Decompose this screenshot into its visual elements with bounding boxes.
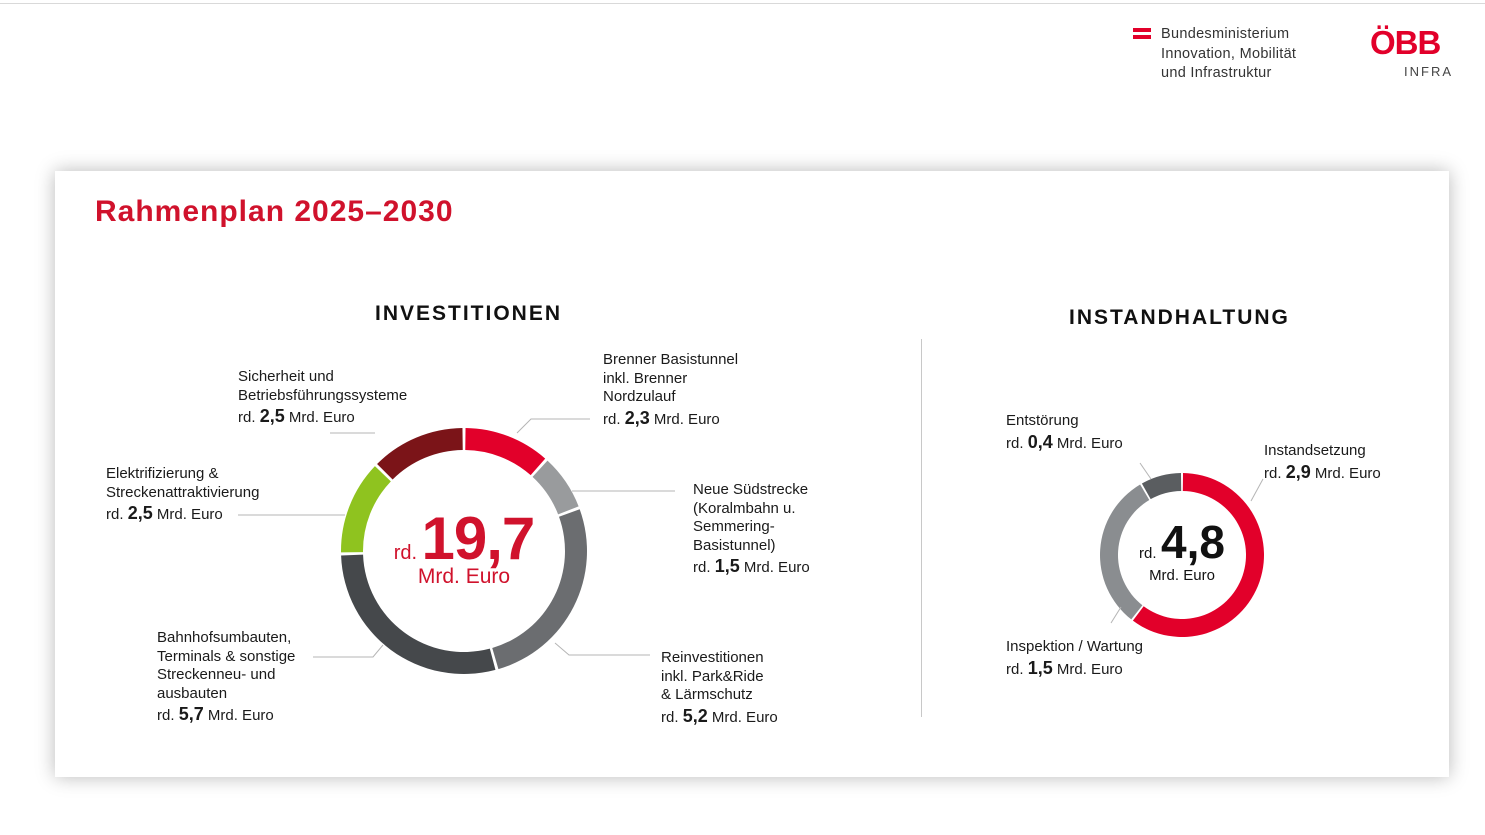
label-elektrifizierung: Elektrifizierung & Streckenattraktivieru… — [106, 465, 260, 523]
investitionen-slice-0 — [465, 428, 546, 476]
obb-logo-word: ÖBB — [1370, 24, 1441, 61]
leader-brenner — [516, 418, 590, 434]
label-entstoerung: Entstörung rd. 0,4 Mrd. Euro — [1006, 412, 1123, 452]
top-rule — [0, 3, 1485, 4]
label-bahnhofsumbauten: Bahnhofsumbauten, Terminals & sonstige S… — [157, 629, 296, 724]
label-inspektion: Inspektion / Wartung rd. 1,5 Mrd. Euro — [1006, 638, 1144, 678]
leader-inspektion — [1110, 606, 1122, 624]
instandhaltung-slice-0 — [1132, 473, 1264, 637]
investitionen-slice-1 — [532, 460, 579, 515]
instandhaltung-total: rd. 4,8 Mrd. Euro — [1107, 515, 1257, 584]
leader-entstoerung — [1139, 462, 1152, 480]
investitionen-heading: INVESTITIONEN — [375, 302, 563, 325]
leader-reinvestitionen — [554, 642, 650, 656]
instandhaltung-total-value: 4,8 — [1161, 516, 1225, 568]
investitionen-slice-4 — [341, 466, 391, 553]
investitionen-slice-5 — [377, 428, 463, 480]
investitionen-total-unit: Mrd. Euro — [417, 565, 511, 588]
ministry-name: Bundesministerium Innovation, Mobilität … — [1161, 26, 1297, 81]
content-card: Rahmenplan 2025–2030 INVESTITIONEN INSTA… — [55, 171, 1449, 777]
label-brenner: Brenner Basistunnel inkl. Brenner Nordzu… — [603, 351, 739, 428]
label-instandsetzung: Instandsetzung rd. 2,9 Mrd. Euro — [1264, 442, 1381, 482]
investitionen-total: rd. 19,7 Mrd. Euro — [364, 504, 564, 589]
instandhaltung-total-unit: Mrd. Euro — [1149, 567, 1215, 584]
leader-instandsetzung — [1250, 478, 1264, 502]
label-suedstrecke: Neue Südstrecke (Koralmbahn u. Semmering… — [693, 481, 810, 576]
investitionen-slice-2 — [492, 509, 587, 670]
instandhaltung-slice-2 — [1141, 473, 1182, 500]
investitionen-total-value: 19,7 — [421, 505, 536, 572]
label-sicherheit: Sicherheit und Betriebsführungssysteme r… — [238, 368, 408, 426]
austrian-flag-icon — [1133, 28, 1151, 39]
page-title: Rahmenplan 2025–2030 — [95, 195, 454, 228]
investitionen-slice-3 — [341, 554, 496, 674]
leader-bahnhofsumbauten — [313, 644, 384, 658]
section-divider — [921, 339, 922, 717]
instandhaltung-slice-1 — [1099, 484, 1150, 620]
investitionen-total-prefix: rd. — [393, 542, 418, 564]
instandhaltung-total-prefix: rd. — [1139, 545, 1157, 562]
obb-logo-sub: INFRA — [1404, 64, 1453, 79]
instandhaltung-heading: INSTANDHALTUNG — [1069, 306, 1290, 329]
donut-charts — [238, 418, 1264, 674]
label-reinvestitionen: Reinvestitionen inkl. Park&Ride & Lärmsc… — [661, 649, 778, 726]
obb-infra-logo: ÖBB INFRA — [1370, 24, 1460, 80]
